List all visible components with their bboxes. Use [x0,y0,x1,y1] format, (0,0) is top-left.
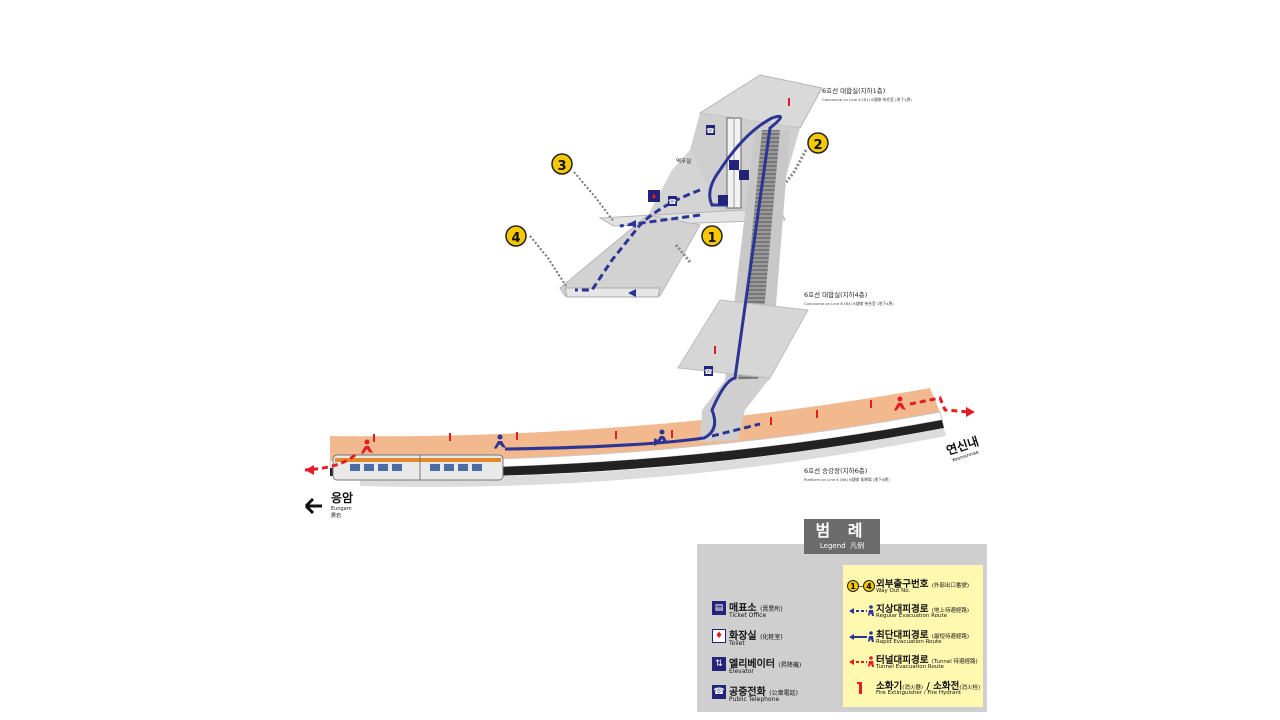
tunnel-runner-icon [361,396,906,454]
map-telephone-icon: ☎ ☎ ☎ [668,125,715,376]
left-arrow-icon [304,497,322,515]
train [332,454,504,481]
legend-extinguisher-ko: 소화기 [876,681,903,692]
legend-title-en: Legend [819,542,846,550]
station-office-label: 역무실 [676,157,691,165]
legend-toilet-hanja: (化粧室) [760,634,783,641]
ticket-office-icon: ▤ [712,601,726,615]
rapid-evacuation-icon [849,631,874,642]
direction-left-hanja: 鷹岩 [331,512,341,519]
exit-number-3: 3 [557,159,566,174]
legend-item-fire: 소화기(消火器) / 소화전(消火栓) Fire Extinguisher / … [843,677,983,701]
legend-ticket-ko: 매표소 [729,603,757,614]
legend-item-toilet: ♦ 화장실 (化粧室) Toilet [712,626,832,654]
way-out-range-from: 1 [850,582,856,591]
runner-icon [494,429,668,449]
legend-item-regular-evac: 지상대피경로 (地上待避經路) Regular Evacuation Route [843,600,983,624]
svg-text:☎: ☎ [668,198,677,206]
legend-elevator-hanja: (昇降機) [778,662,802,669]
tunnel-arrow-right [966,407,975,417]
level-b4-sub: Concourse on Line 6 (B4) 6號線 待合室 (地下4層) [804,301,894,306]
way-out-range-sep: ~ [858,582,865,591]
legend-telephone-ko: 공중전화 [729,687,766,698]
legend-hydrant-hanja: (消火栓) [959,685,981,691]
map-ticket-office-icon [739,170,749,180]
legend-facilities: ▤ 매표소 (賣票所) Ticket Office ♦ 화장실 (化粧室) To… [712,598,832,710]
toilet-icon: ♦ [712,629,726,643]
legend-item-telephone: ☎ 공중전화 (公衆電話) Public Telephone [712,682,832,710]
legend-toilet-en: Toilet [729,640,745,647]
platform-sub: Platform on Line 6 (B6) 6號線 乘降場 (地下6層) [804,477,890,482]
platform-connector [700,378,770,442]
tunnel-evacuation-route [304,396,971,472]
direction-eungam: 응암 Eungam 鷹岩 [304,490,353,519]
tunnel-evacuation-icon [849,656,874,667]
legend-title-ko: 범 례 [815,521,869,540]
legend-routes: 1 ~ 4 외부출구번호 (外部出口番號) Way Out No. 지상대피경로… [843,565,983,707]
direction-left-ko: 응암 [331,490,353,505]
way-out-range-to: 4 [866,582,872,591]
map-elevator-icon [718,160,739,205]
exit-badge: 1 [701,225,723,247]
direction-left-en: Eungam [331,506,352,512]
tunnel-arrow-left [305,465,314,475]
fire-extinguisher-icon [373,98,872,442]
elevator-icon: ⇅ [712,657,726,671]
legend-rapid-hanja: (最短待避經路) [931,634,970,640]
legend-extinguisher-en: Fire Extinguisher [876,690,922,696]
fire-extinguisher-legend-icon [857,682,862,694]
exit-badge: 2 [807,132,829,154]
exit-badge: 3 [551,153,573,175]
legend-tunnel-hanja: (Tunnel 待避經路) [931,659,978,665]
exit-badge: 4 [505,225,527,247]
svg-text:☎: ☎ [706,127,715,135]
legend-item-way-out: 1 ~ 4 외부출구번호 (外部出口番號) Way Out No. [843,575,983,599]
exit-number-4: 4 [511,231,520,246]
svg-text:☎: ☎ [704,368,713,376]
legend-way-out-en: Way Out No. [876,588,911,594]
exit-number-1: 1 [707,231,716,246]
map-toilet-icon: ♦ [648,190,660,202]
legend-tunnel-ko: 터널대피경로 [876,655,929,666]
level-b1-label: 6호선 대합실(지하1층) [822,86,885,95]
legend-item-elevator: ⇅ 엘리베이터 (昇降機) Elevator [712,654,832,682]
way-out-number-icon: 1 ~ 4 [847,580,875,592]
direction-yeonsinnae: 연신내 Yeonsinnae [944,433,980,464]
telephone-icon: ☎ [712,685,726,699]
legend-way-out-ko: 외부출구번호 [876,579,929,590]
legend-rapid-ko: 최단대피경로 [876,630,929,641]
svg-text:♦: ♦ [651,193,657,201]
legend-ticket-hanja: (賣票所) [760,606,783,613]
legend-item-tunnel-evac: 터널대피경로 (Tunnel 待避經路) Tunnel Evacuation R… [843,651,983,675]
legend-title: 범 례 Legend 凡例 [804,519,880,554]
legend-tunnel-en: Tunnel Evacuation Route [876,664,944,670]
legend-telephone-hanja: (公衆電話) [769,690,798,697]
legend-elevator-ko: 엘리베이터 [729,659,775,670]
legend-title-hanja: 凡例 [850,542,865,550]
legend-item-rapid-evac: 최단대피경로 (最短待避經路) Rapid Evacuation Route [843,626,983,650]
legend-regular-ko: 지상대피경로 [876,604,929,615]
route-arrow-exit4 [628,289,636,297]
exit-number-2: 2 [813,138,822,153]
legend-elevator-en: Elevator [729,668,754,675]
legend-extinguisher-hanja: (消火器) [902,685,924,691]
legend-hydrant-en: Fire Hydrant [927,690,962,696]
legend-rapid-en: Rapid Evacuation Route [876,639,942,645]
legend-hydrant-ko: 소화전 [933,681,960,692]
legend-ticket-en: Ticket Office [729,612,767,619]
rapid-evacuation-route [504,114,782,451]
level-b1-sub: Concourse on Line 6 (B1) 6號線 待合室 (地下1層) [822,97,912,102]
legend-regular-en: Regular Evacuation Route [876,613,948,619]
route-arrow-concourse [628,220,636,228]
legend-toilet-ko: 화장실 [729,631,757,642]
level-b4-label: 6호선 대합실(지하4층) [804,290,867,299]
legend-way-out-hanja: (外部出口番號) [931,583,970,589]
regular-evacuation-icon [849,605,874,616]
legend-telephone-en: Public Telephone [729,696,780,703]
legend-regular-hanja: (地上待避經路) [931,608,970,614]
platform-label: 6호선 승강장(지하6층) [804,466,867,475]
legend-item-ticket-office: ▤ 매표소 (賣票所) Ticket Office [712,598,832,626]
